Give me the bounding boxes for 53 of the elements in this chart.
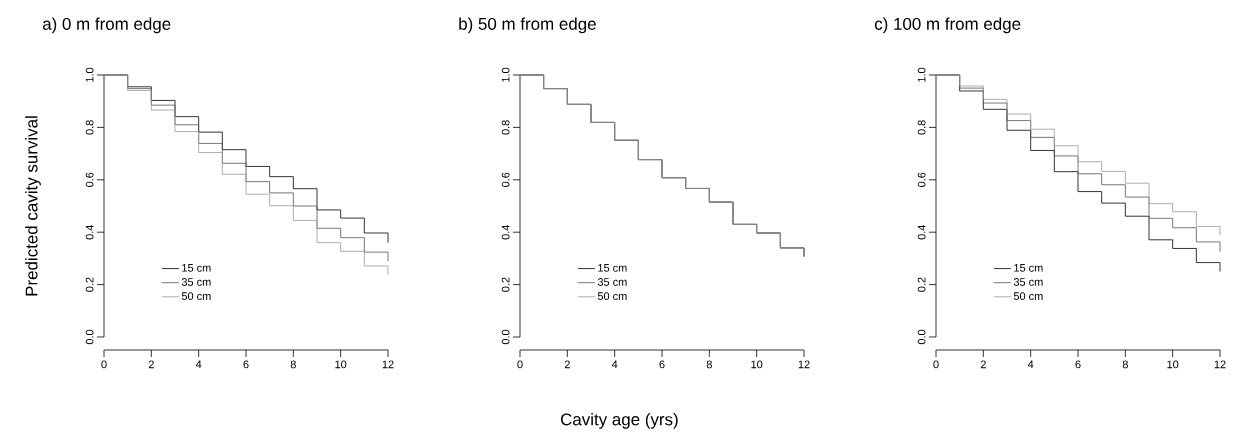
legend-label: 35 cm (181, 278, 211, 286)
x-tick-label: 10 (1167, 360, 1179, 369)
x-tick-label: 8 (706, 360, 712, 369)
x-tick-label: 10 (335, 360, 347, 369)
x-tick-label: 12 (798, 360, 810, 369)
y-tick-label: 0.2 (85, 277, 94, 292)
y-axis-title: Predicted cavity survival (25, 116, 41, 296)
x-axis-title: Cavity age (yrs) (560, 412, 678, 429)
y-tick-label: 0.4 (501, 224, 510, 240)
legend-label: 50 cm (181, 292, 211, 300)
y-tick-label: 0.8 (85, 120, 94, 135)
x-tick-label: 4 (1027, 360, 1034, 369)
x-tick-label: 8 (1122, 360, 1128, 369)
legend-label: 15 cm (182, 264, 211, 272)
y-tick-label: 0.0 (501, 329, 510, 345)
y-tick-label: 0.6 (917, 172, 926, 187)
chart-title: c) 100 m from edge (874, 17, 1021, 34)
legend-label: 15 cm (1014, 264, 1043, 272)
y-tick-label: 0.4 (917, 224, 926, 240)
x-tick-label: 6 (659, 360, 665, 369)
y-tick-label: 0.0 (917, 329, 926, 345)
x-tick-label: 0 (517, 360, 523, 369)
y-tick-label: 0.2 (501, 277, 510, 292)
legend-label: 35 cm (1013, 278, 1043, 286)
x-tick-label: 2 (148, 360, 154, 369)
x-tick-label: 4 (611, 360, 618, 369)
y-tick-label: 0.4 (85, 224, 94, 240)
y-tick-label: 1.0 (85, 67, 94, 82)
chart-title: a) 0 m from edge (42, 17, 171, 34)
legend-label: 50 cm (1013, 292, 1043, 300)
y-tick-label: 0.6 (85, 172, 94, 187)
x-tick-label: 6 (243, 360, 249, 369)
x-tick-label: 10 (751, 360, 763, 369)
x-tick-label: 0 (933, 360, 939, 369)
y-tick-label: 1.0 (501, 67, 510, 82)
legend-label: 15 cm (598, 264, 627, 272)
legend-label: 50 cm (597, 292, 627, 300)
y-tick-label: 0.8 (501, 120, 510, 135)
y-tick-label: 0.8 (917, 120, 926, 135)
x-tick-label: 12 (382, 360, 394, 369)
x-tick-label: 6 (1075, 360, 1081, 369)
y-tick-label: 0.0 (85, 329, 94, 345)
x-tick-label: 2 (564, 360, 570, 369)
y-tick-label: 0.6 (501, 172, 510, 187)
x-tick-label: 2 (980, 360, 986, 369)
x-tick-label: 4 (195, 360, 202, 369)
chart-title: b) 50 m from edge (459, 17, 596, 34)
legend-label: 35 cm (597, 278, 627, 286)
y-tick-label: 1.0 (917, 67, 926, 82)
x-tick-label: 8 (290, 360, 296, 369)
x-tick-label: 12 (1214, 360, 1226, 369)
x-tick-label: 0 (101, 360, 107, 369)
y-tick-label: 0.2 (917, 277, 926, 292)
